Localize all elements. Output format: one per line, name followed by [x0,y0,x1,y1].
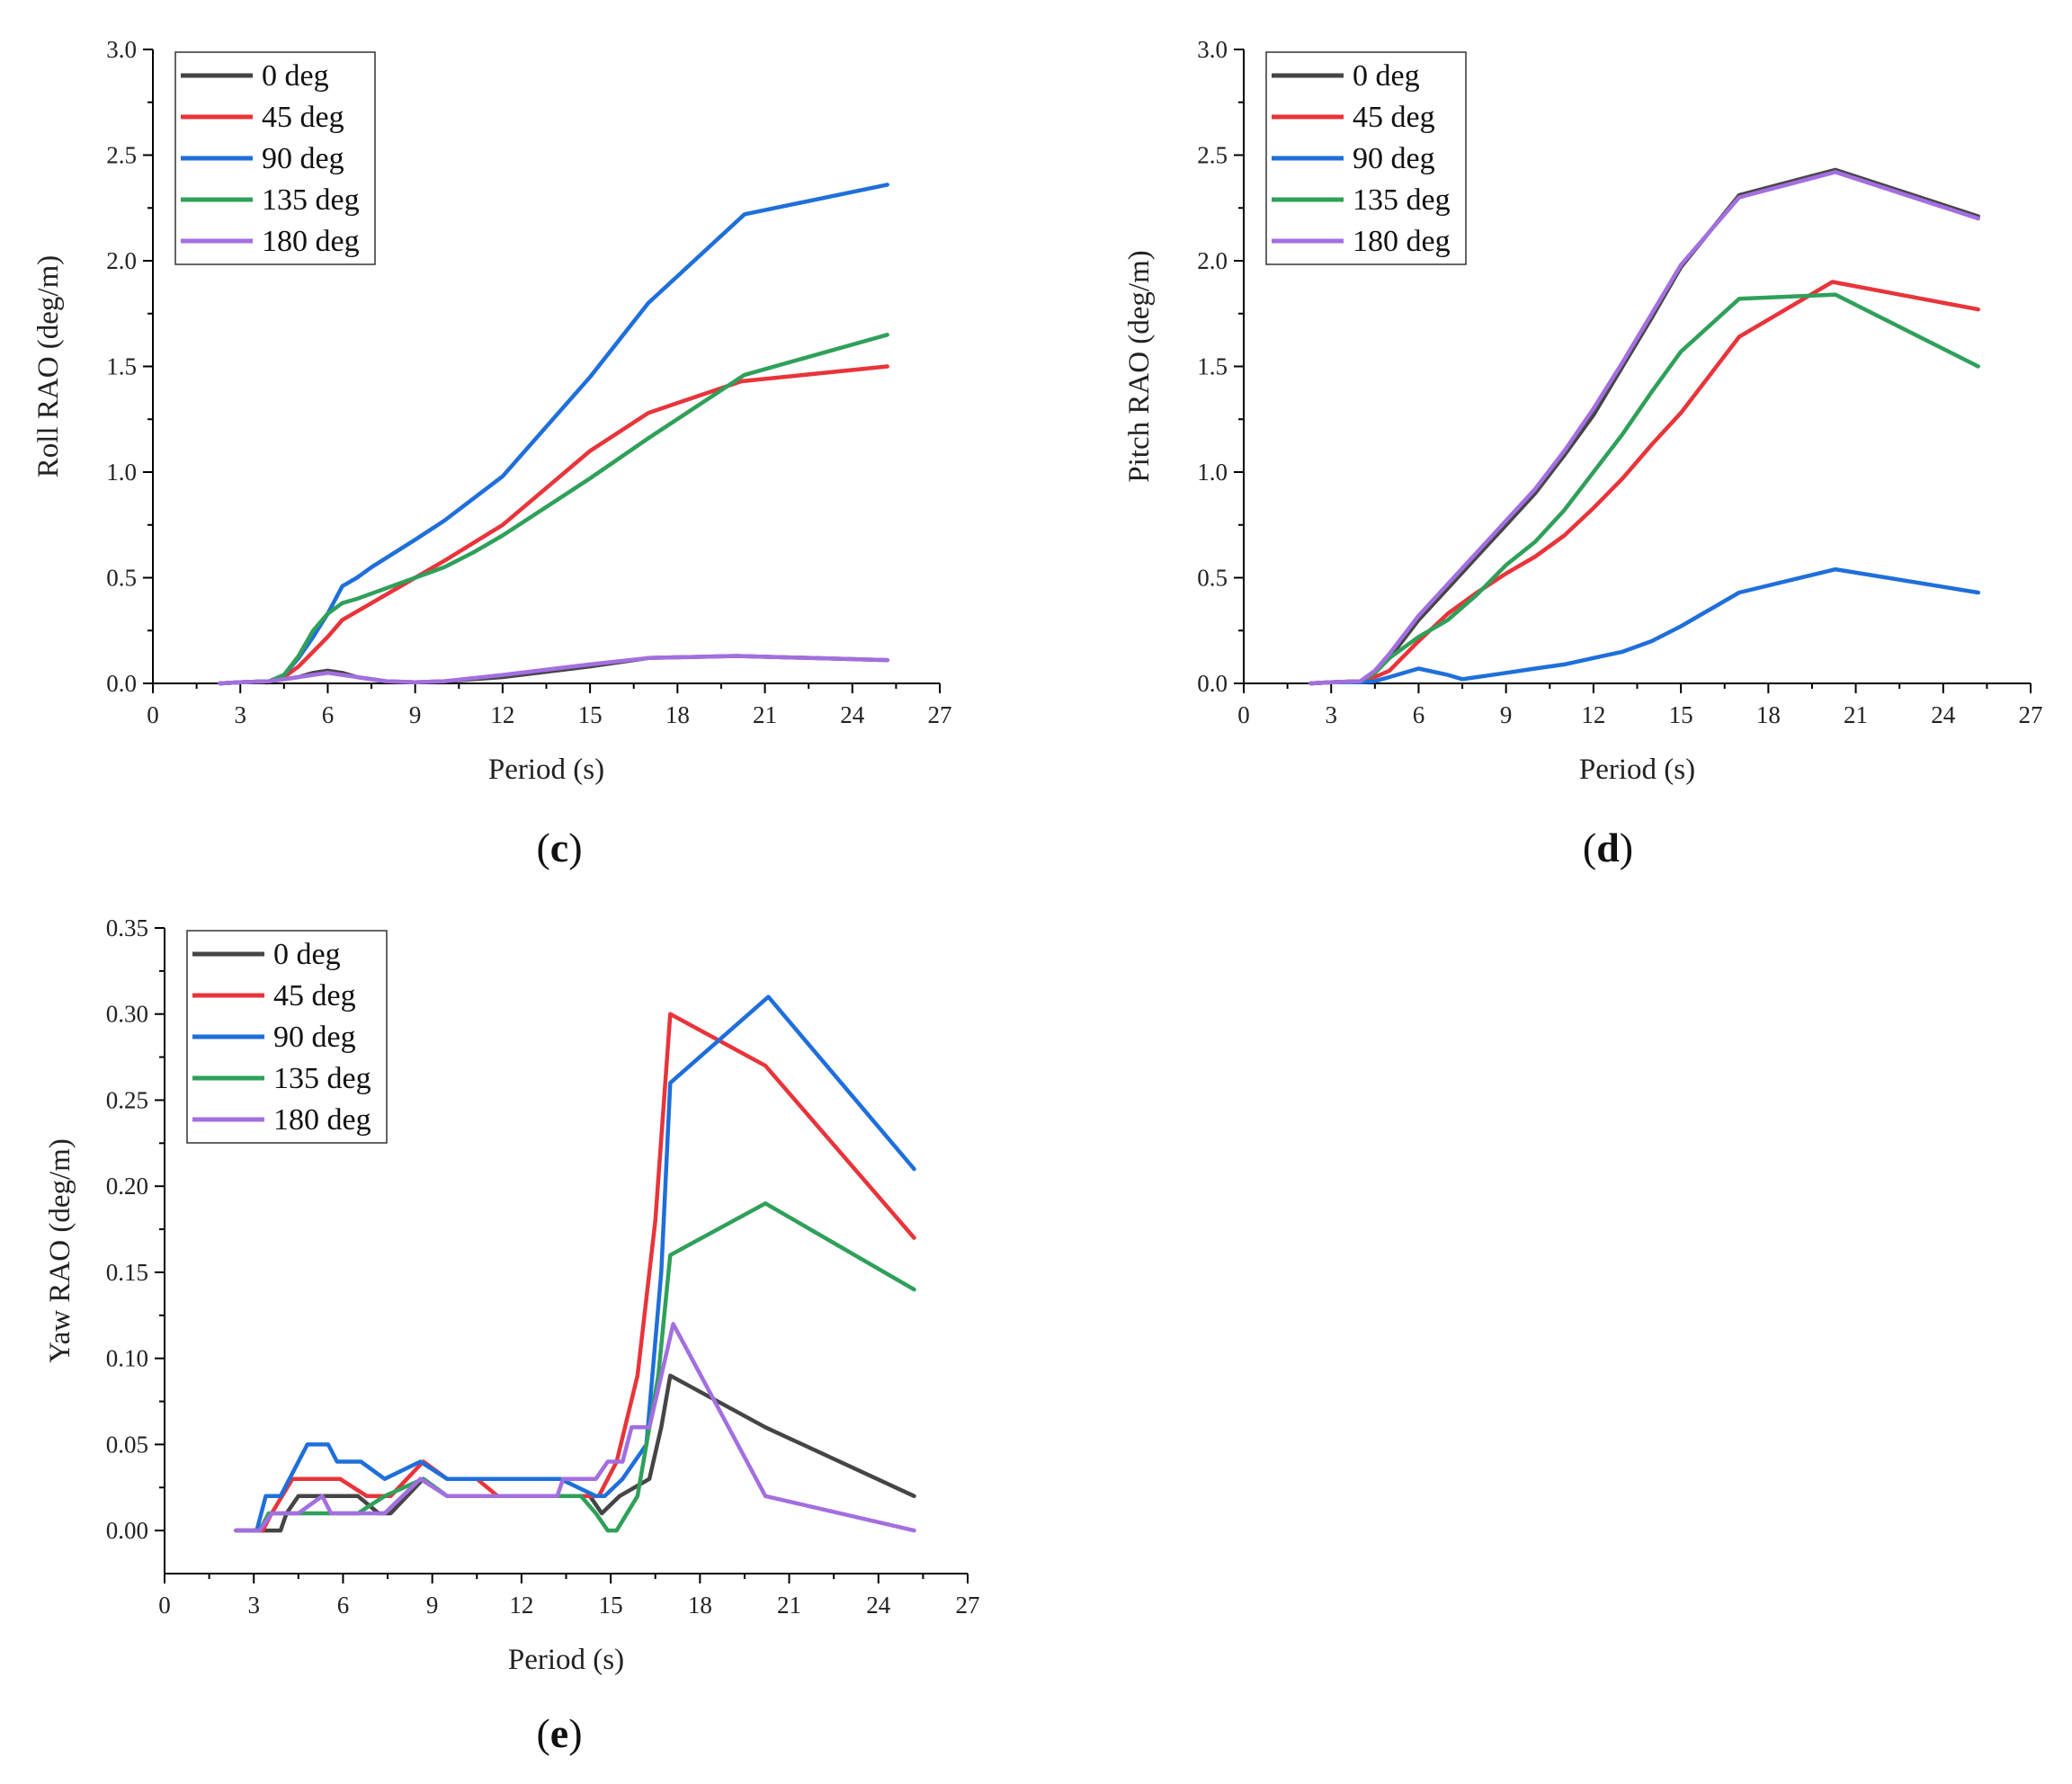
x-tick-label: 9 [409,701,422,728]
y-tick-label: 0.05 [106,1431,148,1458]
y-tick-label: 3.0 [1197,36,1228,63]
x-tick-label: 15 [599,1592,623,1619]
x-tick-label: 12 [1581,701,1605,728]
legend-label: 45 deg [1353,101,1435,134]
panel-letter: d [1596,825,1620,870]
y-tick-label: 0.25 [106,1086,148,1113]
x-tick-label: 3 [1325,701,1337,728]
y-axis-title: Pitch RAO (deg/m) [1123,250,1156,482]
x-tick-label: 9 [1500,701,1513,728]
legend-label: 180 deg [262,225,360,258]
y-tick-label: 2.0 [1197,247,1228,274]
x-tick-label: 24 [866,1592,891,1619]
legend-label: 135 deg [1353,183,1451,217]
legend-label: 45 deg [273,979,356,1012]
x-tick-label: 12 [490,701,514,728]
y-tick-label: 2.5 [1197,142,1228,169]
x-tick-label: 15 [1669,701,1693,728]
y-tick-label: 0.0 [1197,670,1228,697]
series-line-180-deg [218,654,889,686]
panel-label: (d) [1583,825,1633,870]
y-tick-label: 2.0 [106,247,137,274]
series-line-180-deg [234,1322,916,1533]
legend-label: 180 deg [273,1103,371,1137]
x-tick-label: 18 [665,701,690,728]
y-tick-label: 0.20 [106,1173,148,1200]
y-tick-label: 0.00 [106,1517,148,1544]
x-tick-label: 12 [509,1592,533,1619]
x-tick-label: 27 [2019,701,2043,728]
x-tick-label: 3 [234,701,246,728]
legend-label: 135 deg [273,1062,371,1095]
x-axis-title: Period (s) [488,754,604,786]
y-tick-label: 0.15 [106,1259,148,1286]
series-line-135-deg [218,333,889,686]
legend-label: 0 deg [273,938,341,971]
x-tick-label: 6 [322,701,335,728]
y-axis-title: Yaw RAO (deg/m) [44,1138,76,1363]
y-tick-label: 2.5 [106,142,137,169]
y-tick-label: 0.10 [106,1345,148,1372]
x-axis-title: Period (s) [508,1644,624,1676]
y-tick-label: 1.0 [106,459,137,486]
y-tick-label: 0.35 [106,914,148,941]
chart-panel-d: 0 3 6 9 12 15 18 21 24 27 0.0 0.5 1.0 1.5 2.0 2.5 3.0 Per… [1123,36,2043,870]
x-tick-label: 21 [753,701,777,728]
series-line-90-deg [1308,566,1980,686]
x-tick-label: 18 [688,1592,712,1619]
x-tick-label: 21 [1844,701,1868,728]
panel-label: (e) [536,1710,582,1756]
x-axis-title: Period (s) [1579,754,1695,786]
legend-label: 0 deg [1353,59,1420,93]
x-tick-label: 15 [578,701,603,728]
x-tick-label: 18 [1756,701,1781,728]
x-tick-label: 21 [777,1592,801,1619]
panel-letter: e [550,1710,568,1756]
x-tick-label: 24 [1931,701,1956,728]
x-tick-label: 27 [928,701,952,728]
legend-label: 90 deg [262,142,344,175]
x-tick-label: 9 [426,1592,439,1619]
y-tick-label: 1.0 [1197,459,1228,486]
chart-panel-e: 0 3 6 9 12 15 18 21 24 27 0.00 0.05 0.10 0.15 0.20 0.25… [44,914,980,1756]
legend-label: 90 deg [273,1021,356,1054]
legend-label: 135 deg [262,183,360,217]
y-tick-label: 0.0 [106,670,137,697]
x-tick-label: 3 [247,1592,260,1619]
x-tick-label: 0 [1237,701,1250,728]
legend-label: 45 deg [262,101,344,134]
legend-label: 180 deg [1353,225,1451,258]
series-line-45-deg [218,364,889,686]
panel-letter: c [550,825,568,870]
y-tick-label: 1.5 [1197,353,1228,380]
series-line-45-deg [1308,280,1980,686]
y-tick-label: 0.30 [106,1001,148,1028]
x-tick-label: 0 [147,701,159,728]
y-tick-label: 0.5 [1197,565,1228,592]
x-tick-label: 24 [840,701,865,728]
y-tick-label: 0.5 [106,565,137,592]
y-tick-label: 3.0 [106,36,137,63]
series-line-90-deg [234,995,916,1533]
legend-label: 90 deg [1353,142,1435,175]
x-tick-label: 6 [337,1592,350,1619]
x-tick-label: 0 [158,1592,171,1619]
series-line-135-deg [234,1201,916,1533]
legend-label: 0 deg [262,59,329,93]
x-tick-label: 27 [956,1592,980,1619]
y-axis-title: Roll RAO (deg/m) [32,255,65,477]
panel-label: (c) [536,825,582,870]
chart-panel-c: 0 3 6 9 12 15 18 21 24 27 0.0 0.5 1.0 1.5 2.0 2.5 3.0 Per… [32,36,952,870]
y-tick-label: 1.5 [106,353,137,380]
x-tick-label: 6 [1413,701,1425,728]
series-line-180-deg [1308,170,1980,686]
